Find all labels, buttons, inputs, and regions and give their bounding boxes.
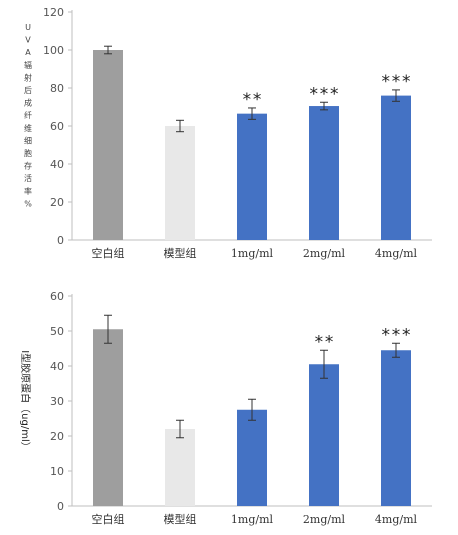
chart2-significance-label: ** xyxy=(314,332,334,352)
chart2-bar xyxy=(237,409,267,506)
chart2-y-tick-label: 60 xyxy=(50,290,64,303)
chart1-y-tick-label: 60 xyxy=(50,120,64,133)
chart1-y-tick-label: 40 xyxy=(50,158,64,171)
chart1-significance-label: *** xyxy=(309,84,340,104)
chart2-bar xyxy=(381,350,411,506)
chart1-y-tick-label: 100 xyxy=(43,44,64,57)
chart2-category-label: 模型组 xyxy=(164,512,197,526)
chart2-y-tick-label: 40 xyxy=(50,360,64,373)
chart1-significance-label: *** xyxy=(381,72,412,92)
chart2-y-tick-label: 10 xyxy=(50,465,64,478)
chart2-y-axis-label: I型胶原蛋白（ug/ml） xyxy=(19,350,32,452)
chart1-category-label: 4mg/ml xyxy=(375,247,418,260)
chart2-bar xyxy=(165,429,195,506)
chart1-bar xyxy=(381,95,411,240)
chart2-y-tick-label: 0 xyxy=(57,500,64,513)
chart1-y-tick-label: 80 xyxy=(50,82,64,95)
chart1-y-tick-label: 20 xyxy=(50,196,64,209)
chart2-y-tick-label: 20 xyxy=(50,430,64,443)
chart2-category-label: 空白组 xyxy=(92,512,125,526)
chart1-category-label: 2mg/ml xyxy=(303,247,346,260)
chart2-y-tick-label: 30 xyxy=(50,395,64,408)
chart1-category-label: 空白组 xyxy=(92,246,125,260)
chart2-category-label: 2mg/ml xyxy=(303,513,346,526)
chart1-significance-label: ** xyxy=(242,90,262,110)
chart1-y-tick-label: 0 xyxy=(57,234,64,247)
chart2-category-label: 1mg/ml xyxy=(231,513,274,526)
chart1-bar xyxy=(165,126,195,240)
chart1-bar xyxy=(237,113,267,240)
chart2-category-label: 4mg/ml xyxy=(375,513,418,526)
chart2-bar xyxy=(309,364,339,506)
chart2-bar xyxy=(93,329,123,506)
chart2-significance-label: *** xyxy=(381,325,412,345)
chart1-category-label: 1mg/ml xyxy=(231,247,274,260)
chart1-bar xyxy=(309,106,339,240)
chart1-y-tick-label: 120 xyxy=(43,6,64,19)
chart2-y-tick-label: 50 xyxy=(50,325,64,338)
chart1-y-axis-label: U V A 辐射后成纤维细胞存活率% xyxy=(24,23,32,208)
chart1-bar xyxy=(93,50,123,240)
chart1-category-label: 模型组 xyxy=(164,246,197,260)
